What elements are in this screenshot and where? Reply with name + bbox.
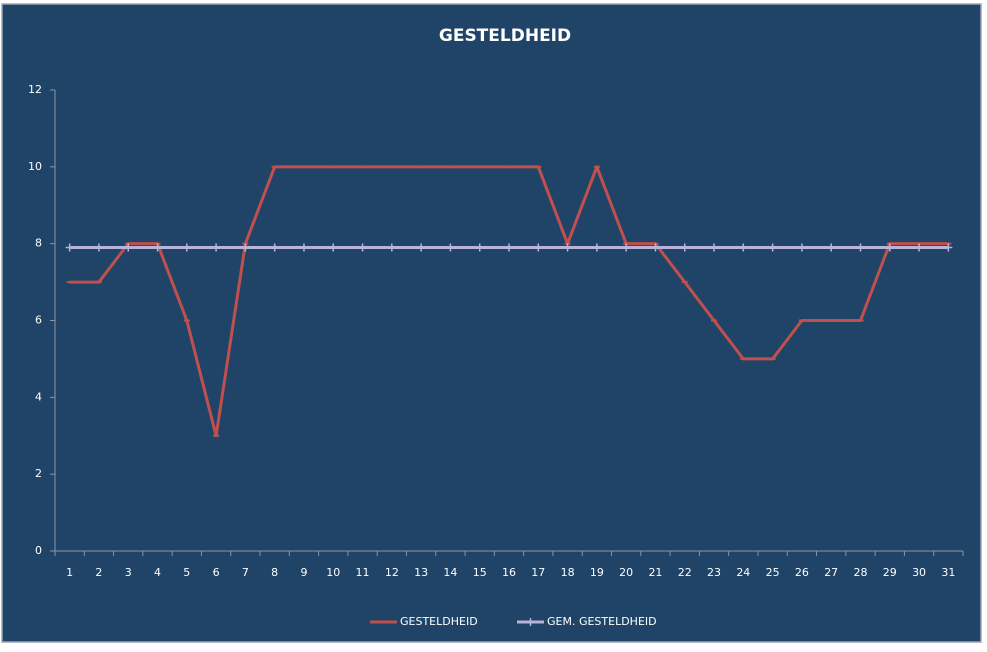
x-tick-label: 2: [95, 566, 102, 579]
x-tick-label: 15: [473, 566, 487, 579]
x-tick-label: 27: [824, 566, 838, 579]
legend-marker: [526, 618, 535, 626]
point-marker: [182, 243, 191, 252]
x-tick-label: 12: [385, 566, 399, 579]
point-marker: [710, 243, 719, 252]
chart-title: GESTELDHEID: [439, 26, 571, 46]
y-tick-label: 2: [35, 467, 42, 480]
point-marker: [592, 243, 601, 252]
point-marker: [270, 243, 279, 252]
x-tick-label: 30: [912, 566, 926, 579]
x-tick-label: 16: [502, 566, 516, 579]
x-tick-label: 18: [561, 566, 575, 579]
point-marker: [651, 243, 660, 252]
legend-label: GEM. GESTELDHEID: [547, 615, 657, 628]
point-marker: [856, 243, 865, 252]
point-marker: [358, 243, 367, 252]
y-tick-label: 10: [28, 160, 42, 173]
point-marker: [241, 243, 250, 252]
point-marker: [827, 243, 836, 252]
legend-label: GESTELDHEID: [400, 615, 478, 628]
point-marker: [329, 243, 338, 252]
x-tick-label: 26: [795, 566, 809, 579]
x-tick-label: 20: [619, 566, 633, 579]
point-marker: [475, 243, 484, 252]
x-tick-label: 8: [271, 566, 278, 579]
x-tick-label: 25: [766, 566, 780, 579]
x-tick-label: 23: [707, 566, 721, 579]
point-marker: [124, 243, 133, 252]
x-tick-label: 19: [590, 566, 604, 579]
x-tick-label: 14: [443, 566, 457, 579]
x-tick-label: 13: [414, 566, 428, 579]
x-tick-label: 21: [648, 566, 662, 579]
y-tick-label: 6: [35, 314, 42, 327]
point-marker: [417, 243, 426, 252]
point-marker: [797, 243, 806, 252]
point-marker: [885, 243, 894, 252]
x-tick-label: 24: [736, 566, 750, 579]
point-marker: [446, 243, 455, 252]
y-tick-label: 12: [28, 83, 42, 96]
point-marker: [563, 243, 572, 252]
y-tick-label: 4: [35, 390, 42, 403]
y-tick-label: 0: [35, 544, 42, 557]
y-tick-label: 8: [35, 237, 42, 250]
point-marker: [387, 243, 396, 252]
point-marker: [768, 243, 777, 252]
x-tick-label: 10: [326, 566, 340, 579]
x-tick-label: 4: [154, 566, 161, 579]
x-tick-label: 31: [941, 566, 955, 579]
x-tick-label: 11: [356, 566, 370, 579]
point-marker: [65, 243, 74, 252]
chart-background: [1, 3, 982, 643]
x-tick-label: 7: [242, 566, 249, 579]
point-marker: [680, 243, 689, 252]
point-marker: [153, 243, 162, 252]
x-tick-label: 22: [678, 566, 692, 579]
x-tick-label: 9: [300, 566, 307, 579]
point-marker: [94, 243, 103, 252]
point-marker: [534, 243, 543, 252]
point-marker: [299, 243, 308, 252]
x-tick-label: 5: [183, 566, 190, 579]
x-tick-label: 3: [125, 566, 132, 579]
x-tick-label: 6: [213, 566, 220, 579]
point-marker: [505, 243, 513, 252]
x-tick-label: 29: [883, 566, 897, 579]
x-tick-label: 17: [531, 566, 545, 579]
x-tick-label: 28: [853, 566, 867, 579]
point-marker: [622, 243, 631, 252]
point-marker: [944, 243, 953, 252]
point-marker: [212, 243, 221, 252]
x-tick-label: 1: [66, 566, 73, 579]
point-marker: [915, 243, 924, 252]
point-marker: [739, 243, 748, 252]
